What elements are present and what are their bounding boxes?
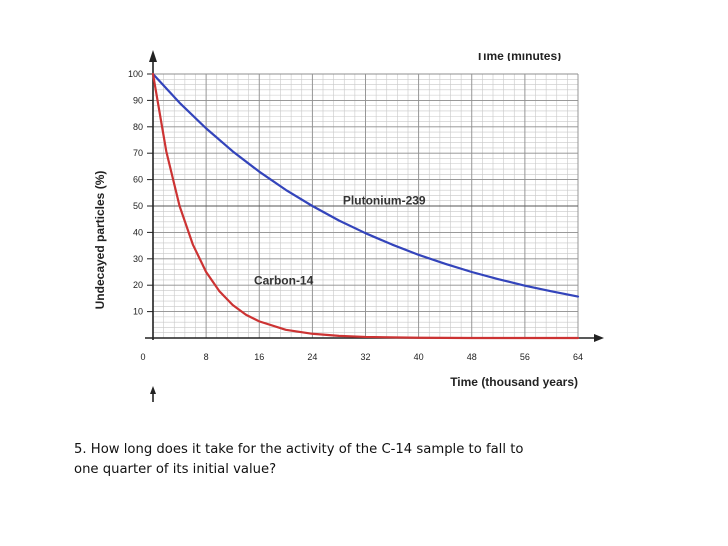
y-tick-label: 30 bbox=[133, 254, 143, 264]
x-tick-label: 0 bbox=[140, 352, 145, 362]
y-tick-label: 50 bbox=[133, 201, 143, 211]
series-lines bbox=[151, 72, 580, 340]
x-tick-label: 56 bbox=[520, 352, 530, 362]
x-tick-label: 64 bbox=[573, 352, 583, 362]
x-tick-label: 16 bbox=[254, 352, 264, 362]
x-tick-label: 8 bbox=[204, 352, 209, 362]
series-line bbox=[151, 72, 580, 340]
y-tick-label: 40 bbox=[133, 227, 143, 237]
top-axis-title: Time (minutes) bbox=[476, 49, 561, 63]
x-axis-arrow bbox=[594, 334, 604, 342]
x-axis-title: Time (thousand years) bbox=[450, 375, 578, 389]
lower-arrow-head bbox=[150, 386, 156, 394]
y-tick-label: 80 bbox=[133, 122, 143, 132]
question-text: 5. How long does it take for the activit… bbox=[74, 440, 684, 480]
series-labels: Plutonium-239 Carbon-14 bbox=[254, 194, 426, 288]
y-tick-label: 10 bbox=[133, 307, 143, 317]
y-tick-label: 20 bbox=[133, 280, 143, 290]
series-label: Plutonium-239 bbox=[343, 194, 426, 208]
y-tick-label: 90 bbox=[133, 95, 143, 105]
y-axis-arrow bbox=[149, 50, 157, 62]
question-line-1: 5. How long does it take for the activit… bbox=[74, 442, 524, 457]
series-line bbox=[151, 72, 580, 298]
question-line-2: one quarter of its initial value? bbox=[74, 462, 277, 477]
axes bbox=[145, 50, 604, 402]
y-tick-label: 60 bbox=[133, 175, 143, 185]
y-tick-label: 100 bbox=[128, 69, 143, 79]
y-axis-title: Undecayed particles (%) bbox=[93, 171, 107, 310]
x-tick-label: 48 bbox=[467, 352, 477, 362]
x-tick-label: 24 bbox=[307, 352, 317, 362]
tick-labels: 10 20 30 40 50 60 70 80 90 100 0 8 16 24 32 40 48 56 64 bbox=[128, 69, 583, 362]
series-label: Carbon-14 bbox=[254, 274, 314, 288]
x-tick-label: 32 bbox=[360, 352, 370, 362]
decay-chart: 10 20 30 40 50 60 70 80 90 100 0 8 16 24 32 40 48 56 64 Pl… bbox=[93, 49, 604, 402]
y-tick-label: 70 bbox=[133, 148, 143, 158]
x-tick-label: 40 bbox=[414, 352, 424, 362]
